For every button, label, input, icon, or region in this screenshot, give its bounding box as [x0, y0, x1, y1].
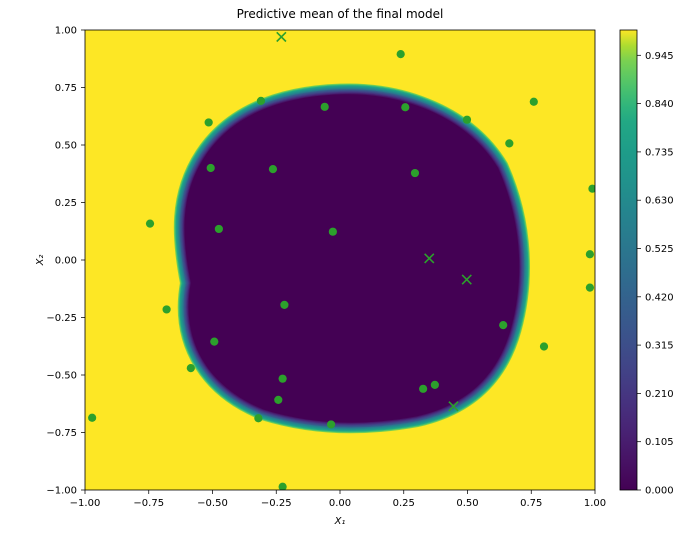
scatter-point — [530, 98, 538, 106]
x-tick-label: 0.75 — [520, 498, 542, 509]
scatter-point — [431, 381, 439, 389]
colorbar-tick-label: 0.000 — [645, 486, 674, 497]
chart-title: Predictive mean of the final model — [237, 7, 444, 21]
colorbar-tick-label: 0.210 — [645, 389, 674, 400]
y-tick-label: 1.00 — [55, 26, 77, 37]
colorbar-tick-label: 0.840 — [645, 99, 674, 110]
x-axis-label: X₁ — [334, 516, 346, 527]
y-axis-label: X₂ — [35, 255, 46, 267]
x-tick-label: 0.00 — [329, 498, 351, 509]
x-tick-label: 1.00 — [584, 498, 606, 509]
x-tick-label: −0.50 — [197, 498, 228, 509]
x-tick-label: 0.25 — [393, 498, 415, 509]
colorbar-tick-label: 0.945 — [645, 51, 674, 62]
y-tick-label: 0.00 — [55, 256, 77, 267]
scatter-point — [146, 220, 154, 228]
scatter-point — [586, 284, 594, 292]
scatter-point — [210, 338, 218, 346]
y-tick-label: 0.25 — [55, 198, 77, 209]
scatter-point — [586, 250, 594, 258]
y-tick-label: −0.75 — [46, 428, 77, 439]
x-tick-label: −0.25 — [261, 498, 292, 509]
scatter-point — [505, 139, 513, 147]
scatter-point — [187, 364, 195, 372]
x-tick-label: −1.00 — [70, 498, 101, 509]
scatter-point — [254, 414, 262, 422]
scatter-point — [411, 169, 419, 177]
scatter-point — [215, 225, 223, 233]
scatter-point — [327, 420, 335, 428]
colorbar — [620, 30, 637, 490]
scatter-point — [269, 165, 277, 173]
colorbar-tick-label: 0.105 — [645, 437, 674, 448]
scatter-point — [397, 50, 405, 58]
colorbar-tick-label: 0.630 — [645, 196, 674, 207]
scatter-point — [321, 103, 329, 111]
scatter-point — [163, 305, 171, 313]
heatmap-blob-group — [185, 94, 520, 422]
x-tick-label: 0.50 — [456, 498, 478, 509]
y-tick-label: −0.50 — [46, 371, 77, 382]
colorbar-tick-label: 0.420 — [645, 292, 674, 303]
scatter-point — [274, 396, 282, 404]
heatmap-blob — [185, 94, 520, 422]
scatter-point — [329, 228, 337, 236]
scatter-point — [205, 118, 213, 126]
scatter-point — [401, 103, 409, 111]
colorbar-tick-label: 0.525 — [645, 244, 674, 255]
y-tick-label: 0.50 — [55, 141, 77, 152]
scatter-point — [280, 301, 288, 309]
scatter-point — [279, 375, 287, 383]
x-tick-label: −0.75 — [133, 498, 164, 509]
colorbar-tick-label: 0.735 — [645, 147, 674, 158]
figure-svg: −1.00 −0.75 −0.50 −0.25 0.00 0.25 0.50 0.75 1.00… — [0, 0, 693, 550]
scatter-point — [540, 342, 548, 350]
y-tick-label: −1.00 — [46, 486, 77, 497]
scatter-point — [257, 97, 265, 105]
y-tick-label: −0.25 — [46, 313, 77, 324]
scatter-point — [207, 164, 215, 172]
scatter-point — [499, 321, 507, 329]
colorbar-tick-label: 0.315 — [645, 341, 674, 352]
scatter-point — [88, 414, 96, 422]
y-tick-label: 0.75 — [55, 83, 77, 94]
scatter-point — [463, 116, 471, 124]
scatter-point — [419, 385, 427, 393]
